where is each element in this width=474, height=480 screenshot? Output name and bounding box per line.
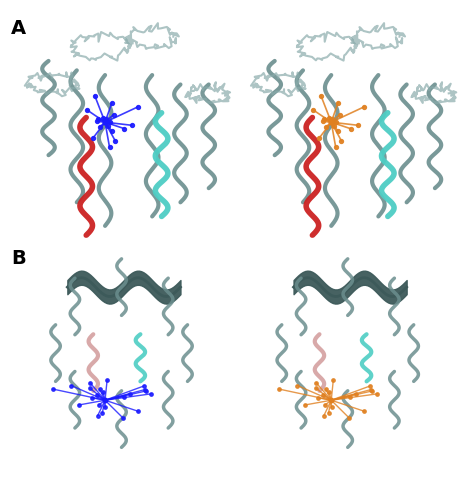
Point (337, 137, 345, 145)
Point (312, 379, 320, 386)
Point (347, 125, 355, 132)
Point (106, 144, 113, 151)
Point (110, 111, 118, 119)
Point (361, 408, 368, 415)
Point (325, 409, 332, 417)
Text: B: B (11, 250, 26, 268)
Point (320, 412, 328, 420)
Point (108, 127, 116, 135)
Point (330, 122, 338, 130)
Point (96, 385, 103, 393)
Point (346, 414, 353, 422)
Point (321, 401, 328, 409)
Point (322, 385, 329, 393)
Point (75, 401, 82, 409)
Point (94, 412, 101, 420)
Point (275, 385, 283, 393)
Point (320, 115, 328, 123)
Point (89, 134, 97, 142)
Point (128, 121, 136, 129)
Point (86, 379, 94, 386)
Point (354, 121, 362, 129)
Point (101, 119, 109, 126)
Point (360, 103, 368, 111)
Point (301, 401, 309, 409)
Point (86, 384, 94, 392)
Point (366, 382, 374, 390)
Point (328, 115, 336, 122)
Point (326, 388, 333, 396)
Point (293, 382, 301, 389)
Point (334, 127, 342, 135)
Point (102, 115, 109, 122)
Point (326, 114, 333, 121)
Point (322, 123, 330, 131)
Point (336, 111, 344, 119)
Text: A: A (11, 19, 26, 37)
Point (147, 390, 155, 397)
Point (368, 387, 376, 395)
Point (49, 385, 57, 393)
Point (312, 384, 320, 392)
Point (328, 119, 335, 126)
Point (93, 391, 100, 398)
Point (126, 390, 134, 398)
Point (99, 388, 107, 396)
Point (317, 92, 325, 99)
Point (111, 137, 119, 145)
Point (119, 414, 127, 422)
Point (94, 115, 101, 123)
Point (101, 404, 109, 411)
Point (328, 396, 335, 404)
Point (121, 125, 128, 132)
Point (319, 391, 327, 398)
Point (141, 386, 149, 394)
Point (93, 118, 101, 125)
Point (332, 119, 340, 126)
Point (346, 393, 354, 400)
Point (101, 396, 109, 404)
Point (142, 387, 149, 395)
Point (99, 409, 106, 417)
Point (91, 92, 99, 99)
Point (319, 118, 327, 125)
Point (334, 99, 342, 107)
Point (120, 393, 128, 400)
Point (88, 394, 96, 402)
Point (367, 386, 375, 394)
Point (134, 103, 141, 111)
Point (108, 99, 116, 107)
Point (352, 390, 360, 398)
Point (328, 404, 335, 411)
Point (103, 377, 111, 384)
Point (99, 114, 107, 121)
Point (309, 106, 317, 114)
Point (140, 382, 148, 390)
Point (95, 401, 102, 409)
Point (96, 123, 103, 131)
Point (83, 106, 91, 114)
Point (106, 119, 114, 126)
Point (67, 382, 75, 389)
Point (374, 390, 381, 397)
Point (135, 408, 142, 415)
Point (316, 134, 323, 142)
Point (314, 394, 322, 402)
Point (329, 377, 337, 384)
Point (332, 144, 339, 151)
Point (104, 122, 111, 130)
